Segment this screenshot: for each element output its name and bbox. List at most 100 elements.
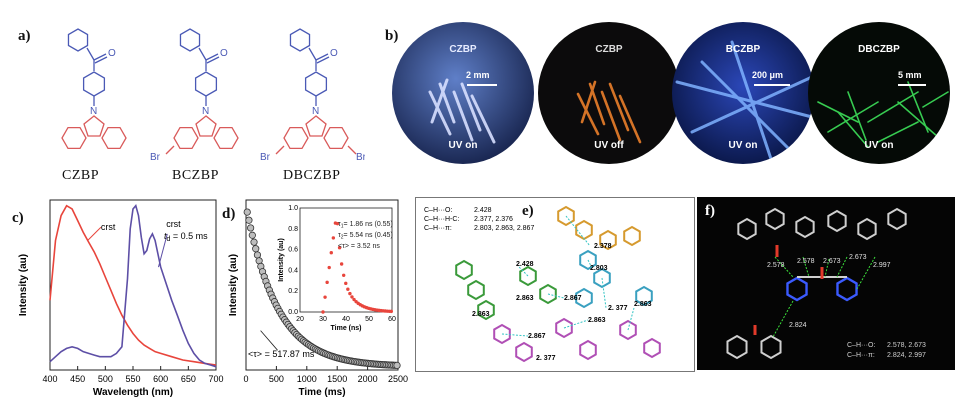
inset-data-point: [344, 281, 348, 286]
phenyl-ring: [67, 28, 89, 52]
inset-annotation: τ2= 5.54 ns (0.45): [338, 232, 393, 241]
legend-value: 2.377, 2.376: [474, 216, 513, 223]
inset-data-point: [335, 221, 340, 226]
photo-title: CZBP: [595, 44, 623, 55]
lifetime-annotation: <τ> = 517.87 ms: [248, 349, 315, 359]
molecule-ring: [599, 229, 617, 251]
panel-f-label: f): [705, 203, 715, 219]
bond: [308, 47, 317, 61]
panel-d-label: d): [222, 206, 236, 222]
molecule-ring: [579, 249, 597, 271]
legend-name: C–H···π:: [847, 352, 875, 359]
molecule-name-bczbp: BCZBP: [172, 168, 219, 183]
molecule-ring: [455, 259, 473, 281]
contact-line: [856, 256, 876, 290]
contact-line: [501, 333, 529, 337]
phosphorescence-decay-chart: 0 500 1000 1500 2000 2500 Time (ms) Intensity (…: [228, 199, 408, 398]
photo-condition: UV on: [864, 140, 894, 151]
x-tick-label: 550: [125, 374, 140, 384]
carbazole-left-ring: [173, 126, 199, 150]
distance-label: 2.867: [564, 295, 582, 302]
bond: [275, 145, 285, 155]
phenylene-ring: [304, 71, 328, 97]
carbazole-ring: [786, 276, 808, 302]
data-point: [248, 231, 256, 239]
panel-e-label: e): [522, 203, 534, 219]
molecule-name-dbczbp: DBCZBP: [283, 168, 341, 183]
inset-data-point: [352, 297, 356, 302]
molecule-ring: [887, 207, 907, 231]
molecule-ring: [477, 299, 495, 321]
data-point: [245, 216, 253, 224]
inset-data-point: [350, 295, 354, 299]
data-point: [253, 251, 262, 259]
distance-label: 2.863: [516, 295, 534, 302]
carbonyl-bond: [316, 56, 330, 64]
scale-bar-label: 5 mm: [898, 70, 922, 80]
distance-label: 2. 377: [536, 355, 556, 362]
distance-label: 2.867: [528, 333, 546, 340]
inset-y-tick-label: 0.2: [288, 288, 298, 295]
plot-frame: [49, 199, 217, 371]
photo-condition: UV on: [448, 140, 478, 151]
contact-line: [517, 265, 529, 277]
phenyl-ring: [289, 28, 311, 52]
carbonyl-bond: [94, 56, 108, 64]
inset-y-tick-label: 1.0: [288, 205, 298, 212]
x-tick-label: 650: [181, 374, 196, 384]
data-point: [252, 245, 260, 253]
distance-label: 2.578: [797, 258, 815, 265]
phenyl-ring: [179, 28, 201, 52]
carbazole-ring: [836, 276, 858, 302]
molecule-ring: [579, 339, 597, 361]
pyrrole-ring: [195, 115, 217, 137]
inset-x-axis-label: Time (ns): [331, 325, 362, 332]
inset-y-axis-label: Intensity (au): [278, 238, 285, 282]
photo-title: DBCZBP: [858, 44, 900, 55]
inset-frame: [299, 207, 393, 313]
inset-data-point: [348, 291, 352, 296]
legend-name: C–H···O:: [847, 342, 875, 349]
y-axis-label: Intensity (au): [18, 254, 29, 316]
contact-line: [772, 300, 794, 338]
contact-line: [547, 293, 565, 299]
phenylene-ring: [82, 71, 106, 97]
molecule-ring: [726, 334, 748, 360]
carbonyl-bond: [206, 56, 220, 64]
pyrrole-ring: [305, 115, 327, 137]
distance-label: 2.863: [588, 317, 606, 324]
x-tick-label: 400: [42, 374, 57, 384]
photo-condition: UV on: [728, 140, 758, 151]
inset-y-tick-label: 0.0: [288, 309, 298, 316]
legend-value: 2.803, 2.863, 2.867: [474, 225, 534, 232]
legend-name: C–H···π:: [424, 225, 452, 232]
inset-data-point: [321, 310, 325, 314]
photo-bczbp-uv-on: BCZBP 200 μm UV on: [672, 22, 814, 164]
x-tick-label: 600: [153, 374, 168, 384]
panel-c-label: c): [12, 210, 24, 226]
y-axis-label: Intensity (au): [228, 254, 239, 316]
carbazole-right-ring: [101, 126, 127, 150]
molecule-ring: [623, 225, 641, 247]
panel-e-frame: [415, 197, 695, 372]
molecule-ring: [575, 219, 593, 241]
inset-x-tick-label: 60: [388, 316, 396, 323]
annotation-arrow: [157, 233, 168, 268]
inset-x-tick-label: 20: [296, 316, 304, 323]
x-tick-label: 450: [70, 374, 85, 384]
inset-x-tick-label: 30: [319, 316, 327, 323]
inset-data-point: [327, 265, 331, 270]
legend-value: 2.824, 2.997: [887, 352, 926, 359]
inset-data-point: [342, 273, 346, 277]
molecule-ring: [539, 283, 557, 305]
carbazole-left-ring: [283, 126, 309, 150]
data-point: [393, 361, 401, 369]
carbonyl-bond: [93, 53, 107, 61]
molecule-ring: [575, 287, 593, 309]
nitrogen-label: N: [202, 106, 209, 117]
x-tick-label: 2000: [358, 374, 378, 384]
panel-e-packing: C–H···O: 2.428 C–H···H-C: 2.377, 2.376 C–H··…: [424, 205, 661, 363]
annotation-label: crst: [101, 222, 116, 232]
inset-x-tick-label: 50: [365, 316, 373, 323]
